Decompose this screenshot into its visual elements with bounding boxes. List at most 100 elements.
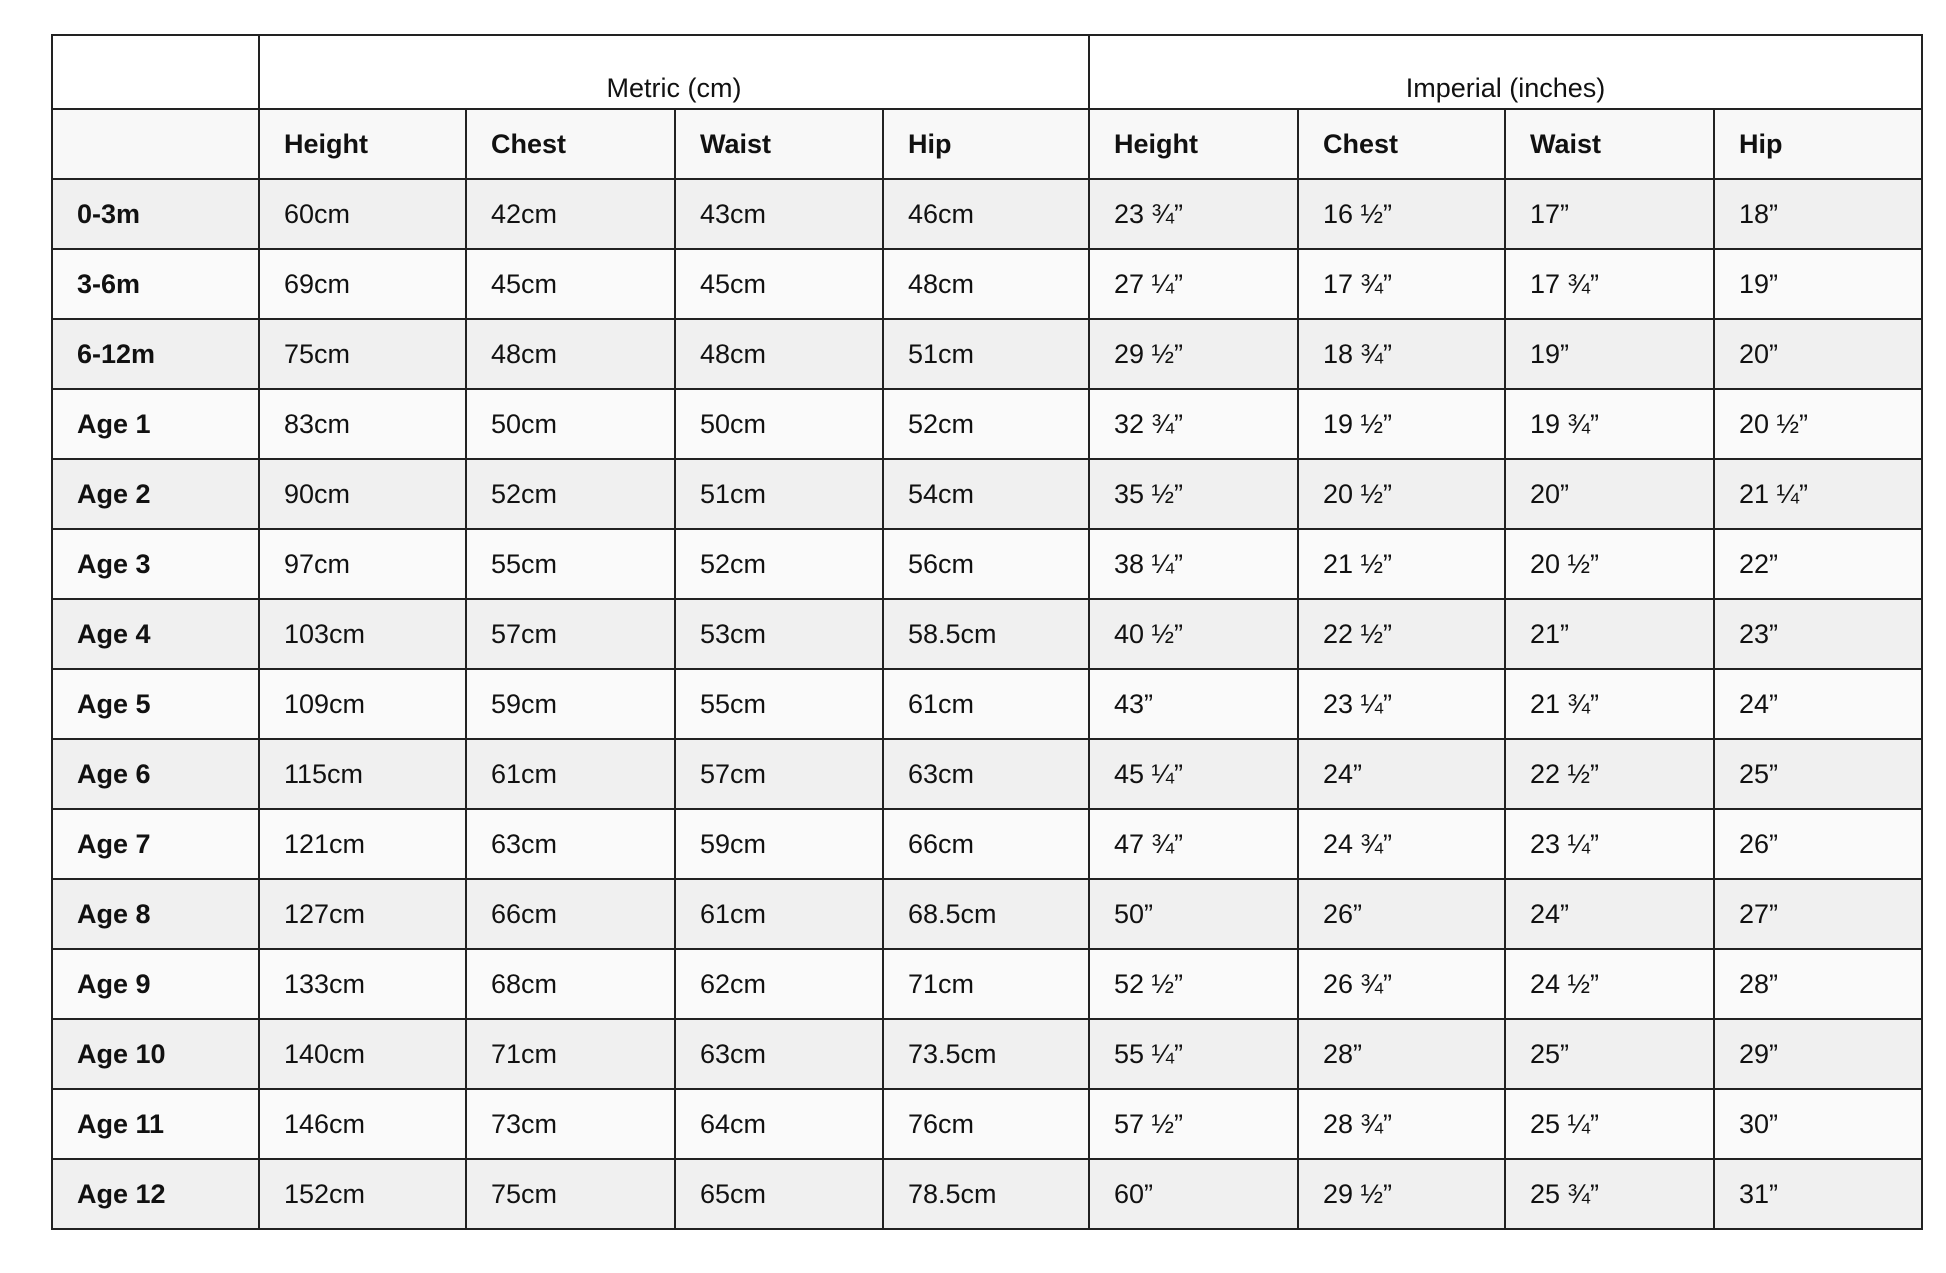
table-cell: 46cm [882, 178, 1090, 250]
table-cell: 71cm [465, 1018, 676, 1090]
table-cell: 61cm [674, 878, 884, 950]
table-cell: 17 ¾” [1504, 248, 1715, 320]
table-cell: 60” [1088, 1158, 1299, 1230]
table-cell: 133cm [258, 948, 467, 1020]
table-cell: 47 ¾” [1088, 808, 1299, 880]
table-cell: 48cm [882, 248, 1090, 320]
row-label: Age 8 [51, 878, 260, 950]
row-label: Age 6 [51, 738, 260, 810]
table-cell: 29 ½” [1297, 1158, 1506, 1230]
table-row: Age 3 97cm 55cm 52cm 56cm 38 ¼” 21 ½” 20 ½” 22” [51, 528, 1923, 600]
table-cell: 59cm [674, 808, 884, 880]
table-cell: 19” [1713, 248, 1923, 320]
table-row: Age 1 83cm 50cm 50cm 52cm 32 ¾” 19 ½” 19 ¾” 20 ½… [51, 388, 1923, 460]
table-cell: 109cm [258, 668, 467, 740]
group-header-row: Metric (cm) Imperial (inches) [51, 34, 1923, 110]
table-cell: 71cm [882, 948, 1090, 1020]
table-cell: 18” [1713, 178, 1923, 250]
column-header: Height [258, 108, 467, 180]
table-cell: 83cm [258, 388, 467, 460]
table-cell: 73cm [465, 1088, 676, 1160]
table-cell: 121cm [258, 808, 467, 880]
table-cell: 22 ½” [1504, 738, 1715, 810]
table-cell: 59cm [465, 668, 676, 740]
table-row: Age 8 127cm 66cm 61cm 68.5cm 50” 26” 24” 27” [51, 878, 1923, 950]
table-cell: 56cm [882, 528, 1090, 600]
table-cell: 73.5cm [882, 1018, 1090, 1090]
table-cell: 40 ½” [1088, 598, 1299, 670]
table-cell: 25 ¼” [1504, 1088, 1715, 1160]
table-row: Age 9 133cm 68cm 62cm 71cm 52 ½” 26 ¾” 24 ½” 28” [51, 948, 1923, 1020]
table-cell: 20 ½” [1297, 458, 1506, 530]
column-header: Height [1088, 108, 1299, 180]
table-cell: 18 ¾” [1297, 318, 1506, 390]
table-cell: 20” [1713, 318, 1923, 390]
table-cell: 57cm [674, 738, 884, 810]
table-cell: 17” [1504, 178, 1715, 250]
table-cell: 35 ½” [1088, 458, 1299, 530]
table-cell: 21 ¼” [1713, 458, 1923, 530]
row-label: 6-12m [51, 318, 260, 390]
table-cell: 63cm [882, 738, 1090, 810]
table-cell: 66cm [882, 808, 1090, 880]
table-cell: 78.5cm [882, 1158, 1090, 1230]
table-cell: 19 ½” [1297, 388, 1506, 460]
table-cell: 24 ¾” [1297, 808, 1506, 880]
table-cell: 32 ¾” [1088, 388, 1299, 460]
table-cell: 66cm [465, 878, 676, 950]
table-cell: 23 ¼” [1297, 668, 1506, 740]
table-cell: 24” [1504, 878, 1715, 950]
table-cell: 21 ¾” [1504, 668, 1715, 740]
table-cell: 61cm [882, 668, 1090, 740]
table-cell: 48cm [674, 318, 884, 390]
table-row: Age 12 152cm 75cm 65cm 78.5cm 60” 29 ½” 25 ¾” 31… [51, 1158, 1923, 1230]
table-cell: 22 ½” [1297, 598, 1506, 670]
size-chart-table: Metric (cm) Imperial (inches) Height Ches… [51, 34, 1923, 1230]
column-header: Waist [1504, 108, 1715, 180]
table-cell: 55cm [465, 528, 676, 600]
table-cell: 42cm [465, 178, 676, 250]
table-cell: 50” [1088, 878, 1299, 950]
row-label: Age 2 [51, 458, 260, 530]
table-cell: 63cm [674, 1018, 884, 1090]
table-cell: 25 ¾” [1504, 1158, 1715, 1230]
table-cell: 60cm [258, 178, 467, 250]
table-row: 0-3m 60cm 42cm 43cm 46cm 23 ¾” 16 ½” 17” 18” [51, 178, 1923, 250]
column-header: Hip [882, 108, 1090, 180]
table-cell: 23 ¼” [1504, 808, 1715, 880]
table-cell: 43” [1088, 668, 1299, 740]
table-cell: 19” [1504, 318, 1715, 390]
table-cell: 57cm [465, 598, 676, 670]
table-cell: 28 ¾” [1297, 1088, 1506, 1160]
row-label: Age 3 [51, 528, 260, 600]
table-cell: 57 ½” [1088, 1088, 1299, 1160]
table-cell: 68.5cm [882, 878, 1090, 950]
table-cell: 38 ¼” [1088, 528, 1299, 600]
table-row: 6-12m 75cm 48cm 48cm 51cm 29 ½” 18 ¾” 19” 20” [51, 318, 1923, 390]
table-cell: 55 ¼” [1088, 1018, 1299, 1090]
table-cell: 52cm [465, 458, 676, 530]
table-cell: 103cm [258, 598, 467, 670]
column-header-row: Height Chest Waist Hip Height Chest Waist Hip [51, 108, 1923, 180]
table-cell: 52cm [882, 388, 1090, 460]
table-cell: 69cm [258, 248, 467, 320]
table-cell: 29 ½” [1088, 318, 1299, 390]
row-label: Age 4 [51, 598, 260, 670]
table-cell: 152cm [258, 1158, 467, 1230]
table-row: Age 10 140cm 71cm 63cm 73.5cm 55 ¼” 28” 25” 29” [51, 1018, 1923, 1090]
column-header: Waist [674, 108, 884, 180]
table-cell: 54cm [882, 458, 1090, 530]
row-label: 0-3m [51, 178, 260, 250]
table-cell: 25” [1713, 738, 1923, 810]
table-cell: 76cm [882, 1088, 1090, 1160]
table-row: Age 7 121cm 63cm 59cm 66cm 47 ¾” 24 ¾” 23 ¼” 26” [51, 808, 1923, 880]
table-cell: 26” [1297, 878, 1506, 950]
table-cell: 28” [1713, 948, 1923, 1020]
table-cell: 65cm [674, 1158, 884, 1230]
table-cell: 29” [1713, 1018, 1923, 1090]
table-cell: 20” [1504, 458, 1715, 530]
row-label: Age 1 [51, 388, 260, 460]
table-cell: 31” [1713, 1158, 1923, 1230]
group-header-metric: Metric (cm) [258, 34, 1090, 110]
table-row: 3-6m 69cm 45cm 45cm 48cm 27 ¼” 17 ¾” 17 ¾” 19” [51, 248, 1923, 320]
